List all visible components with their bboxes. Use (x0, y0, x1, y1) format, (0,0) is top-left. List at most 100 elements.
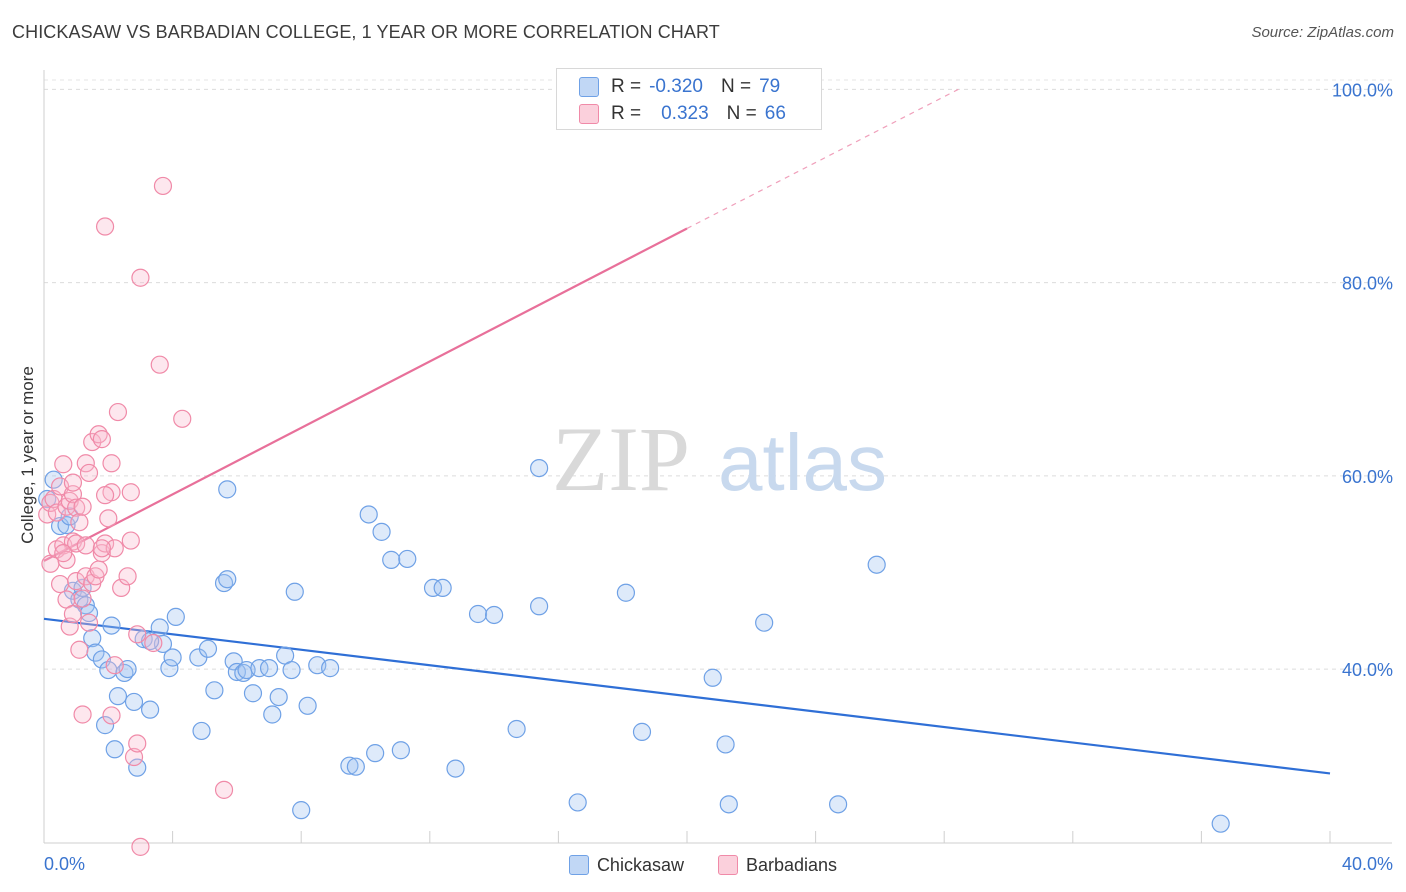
barbadians-point (108, 402, 128, 422)
chickasaw-point (44, 470, 63, 489)
barbadians-point (70, 513, 89, 532)
chickasaw-point (485, 605, 504, 625)
stats-legend-box: R = -0.320 N = 79 R = 0.323 N = 66 (556, 68, 822, 130)
chickasaw-point (269, 687, 288, 707)
legend-label-chickasaw: Chickasaw (596, 854, 684, 875)
n-value: 79 (759, 76, 781, 97)
chickasaw-point (218, 480, 237, 499)
chickasaw-point (292, 801, 311, 820)
chickasaw-point (259, 659, 279, 678)
r-value: -0.320 (649, 76, 703, 97)
chickasaw-point (218, 570, 237, 589)
barbadians-point (102, 454, 121, 473)
barbadians-point (105, 656, 124, 675)
chickasaw-point (95, 716, 115, 735)
chickasaw-point (719, 795, 738, 814)
r-label: R = (611, 103, 642, 124)
chickasaw-point (83, 629, 102, 648)
barbadians-point (128, 734, 147, 753)
y-tick-label: 40.0% (1342, 660, 1393, 680)
chickasaw-point (243, 684, 263, 703)
trend-lines (43, 87, 1331, 775)
chickasaw-point (282, 660, 301, 680)
chickasaw-point (703, 668, 722, 687)
chickasaw-point (433, 578, 452, 598)
chickasaw-point (128, 758, 147, 777)
watermark: ZIP atlas (552, 408, 887, 510)
chickasaw-point (140, 700, 160, 719)
barbadians-point (47, 503, 66, 522)
barbadians-point (70, 640, 89, 659)
source-credit: Source: ZipAtlas.com (1251, 24, 1394, 41)
chickasaw-point (205, 681, 224, 700)
chickasaw-point (446, 759, 465, 778)
barbadians-point (144, 633, 163, 653)
barbadians-point (214, 780, 234, 799)
chickasaw-point (50, 516, 70, 536)
barbadians-point (54, 455, 73, 474)
chickasaw-point (250, 659, 269, 678)
chickasaw-swatch (579, 77, 599, 97)
barbadians-point (153, 176, 173, 196)
x-tick-label-max: 40.0% (1342, 854, 1393, 874)
chickasaw-point (716, 735, 735, 754)
data-points (38, 81, 1230, 856)
chickasaw-point (829, 795, 848, 814)
barbadians-point (131, 268, 150, 287)
chickasaw-point (298, 696, 317, 715)
y-tick-label: 60.0% (1342, 467, 1393, 487)
n-label: N = (726, 103, 757, 124)
stats-row-barbadians: R = 0.323 N = 66 (579, 100, 786, 128)
n-label: N = (720, 76, 752, 97)
barbadians-point (95, 534, 115, 553)
chickasaw-point (359, 505, 378, 524)
barbadians-point (95, 217, 115, 236)
chickasaw-point (166, 607, 185, 626)
bottom-legend: Chickasaw Barbadians (0, 850, 1406, 880)
chickasaw-point (224, 652, 243, 671)
barbadians-point (73, 705, 92, 724)
watermark-zip: ZIP (552, 408, 690, 510)
barbadians-point (89, 560, 108, 579)
barbadians-point (131, 837, 150, 856)
barbadians-point (79, 613, 99, 632)
chickasaw-point (530, 597, 549, 616)
chickasaw-point (102, 616, 121, 635)
chickasaw-point (285, 582, 304, 601)
chickasaw-point (366, 744, 385, 763)
chickasaw-point (192, 721, 211, 741)
legend-item-chickasaw[interactable]: Chickasaw (568, 854, 684, 876)
chickasaw-point (398, 549, 417, 569)
barbadians-point (124, 747, 144, 767)
grid-lines (44, 79, 1392, 670)
chickasaw-point (468, 604, 488, 624)
barbadians-trend-line (43, 227, 688, 562)
chickasaw-point (105, 740, 124, 759)
stats-row-chickasaw: R = -0.320 N = 79 (579, 73, 780, 101)
chickasaw-point (423, 578, 443, 598)
barbadians-point (89, 425, 108, 444)
barbadians-legend-swatch (717, 855, 738, 875)
chickasaw-point (198, 639, 218, 658)
chickasaw-point (160, 659, 179, 678)
n-value: 66 (764, 103, 786, 124)
chickasaw-point (73, 578, 92, 598)
r-label: R = (611, 76, 642, 97)
chickasaw-point (124, 692, 144, 712)
barbadians-point (67, 498, 86, 517)
y-tick-label: 80.0% (1342, 274, 1393, 294)
chickasaw-point (346, 757, 365, 776)
tick-labels: 100.0% 80.0% 60.0% 40.0% 0.0% 40.0% (44, 80, 1393, 874)
chickasaw-point (321, 659, 340, 678)
chickasaw-point (507, 719, 526, 739)
barbadians-point (76, 536, 95, 555)
chickasaw-point (867, 555, 886, 574)
barbadians-point (76, 454, 95, 473)
barbadians-point (128, 625, 147, 644)
chickasaw-point (616, 583, 636, 602)
barbadians-point (173, 409, 192, 428)
legend-item-barbadians[interactable]: Barbadians (717, 855, 837, 876)
barbadians-point (63, 473, 83, 492)
chickasaw-legend-swatch (568, 855, 589, 875)
